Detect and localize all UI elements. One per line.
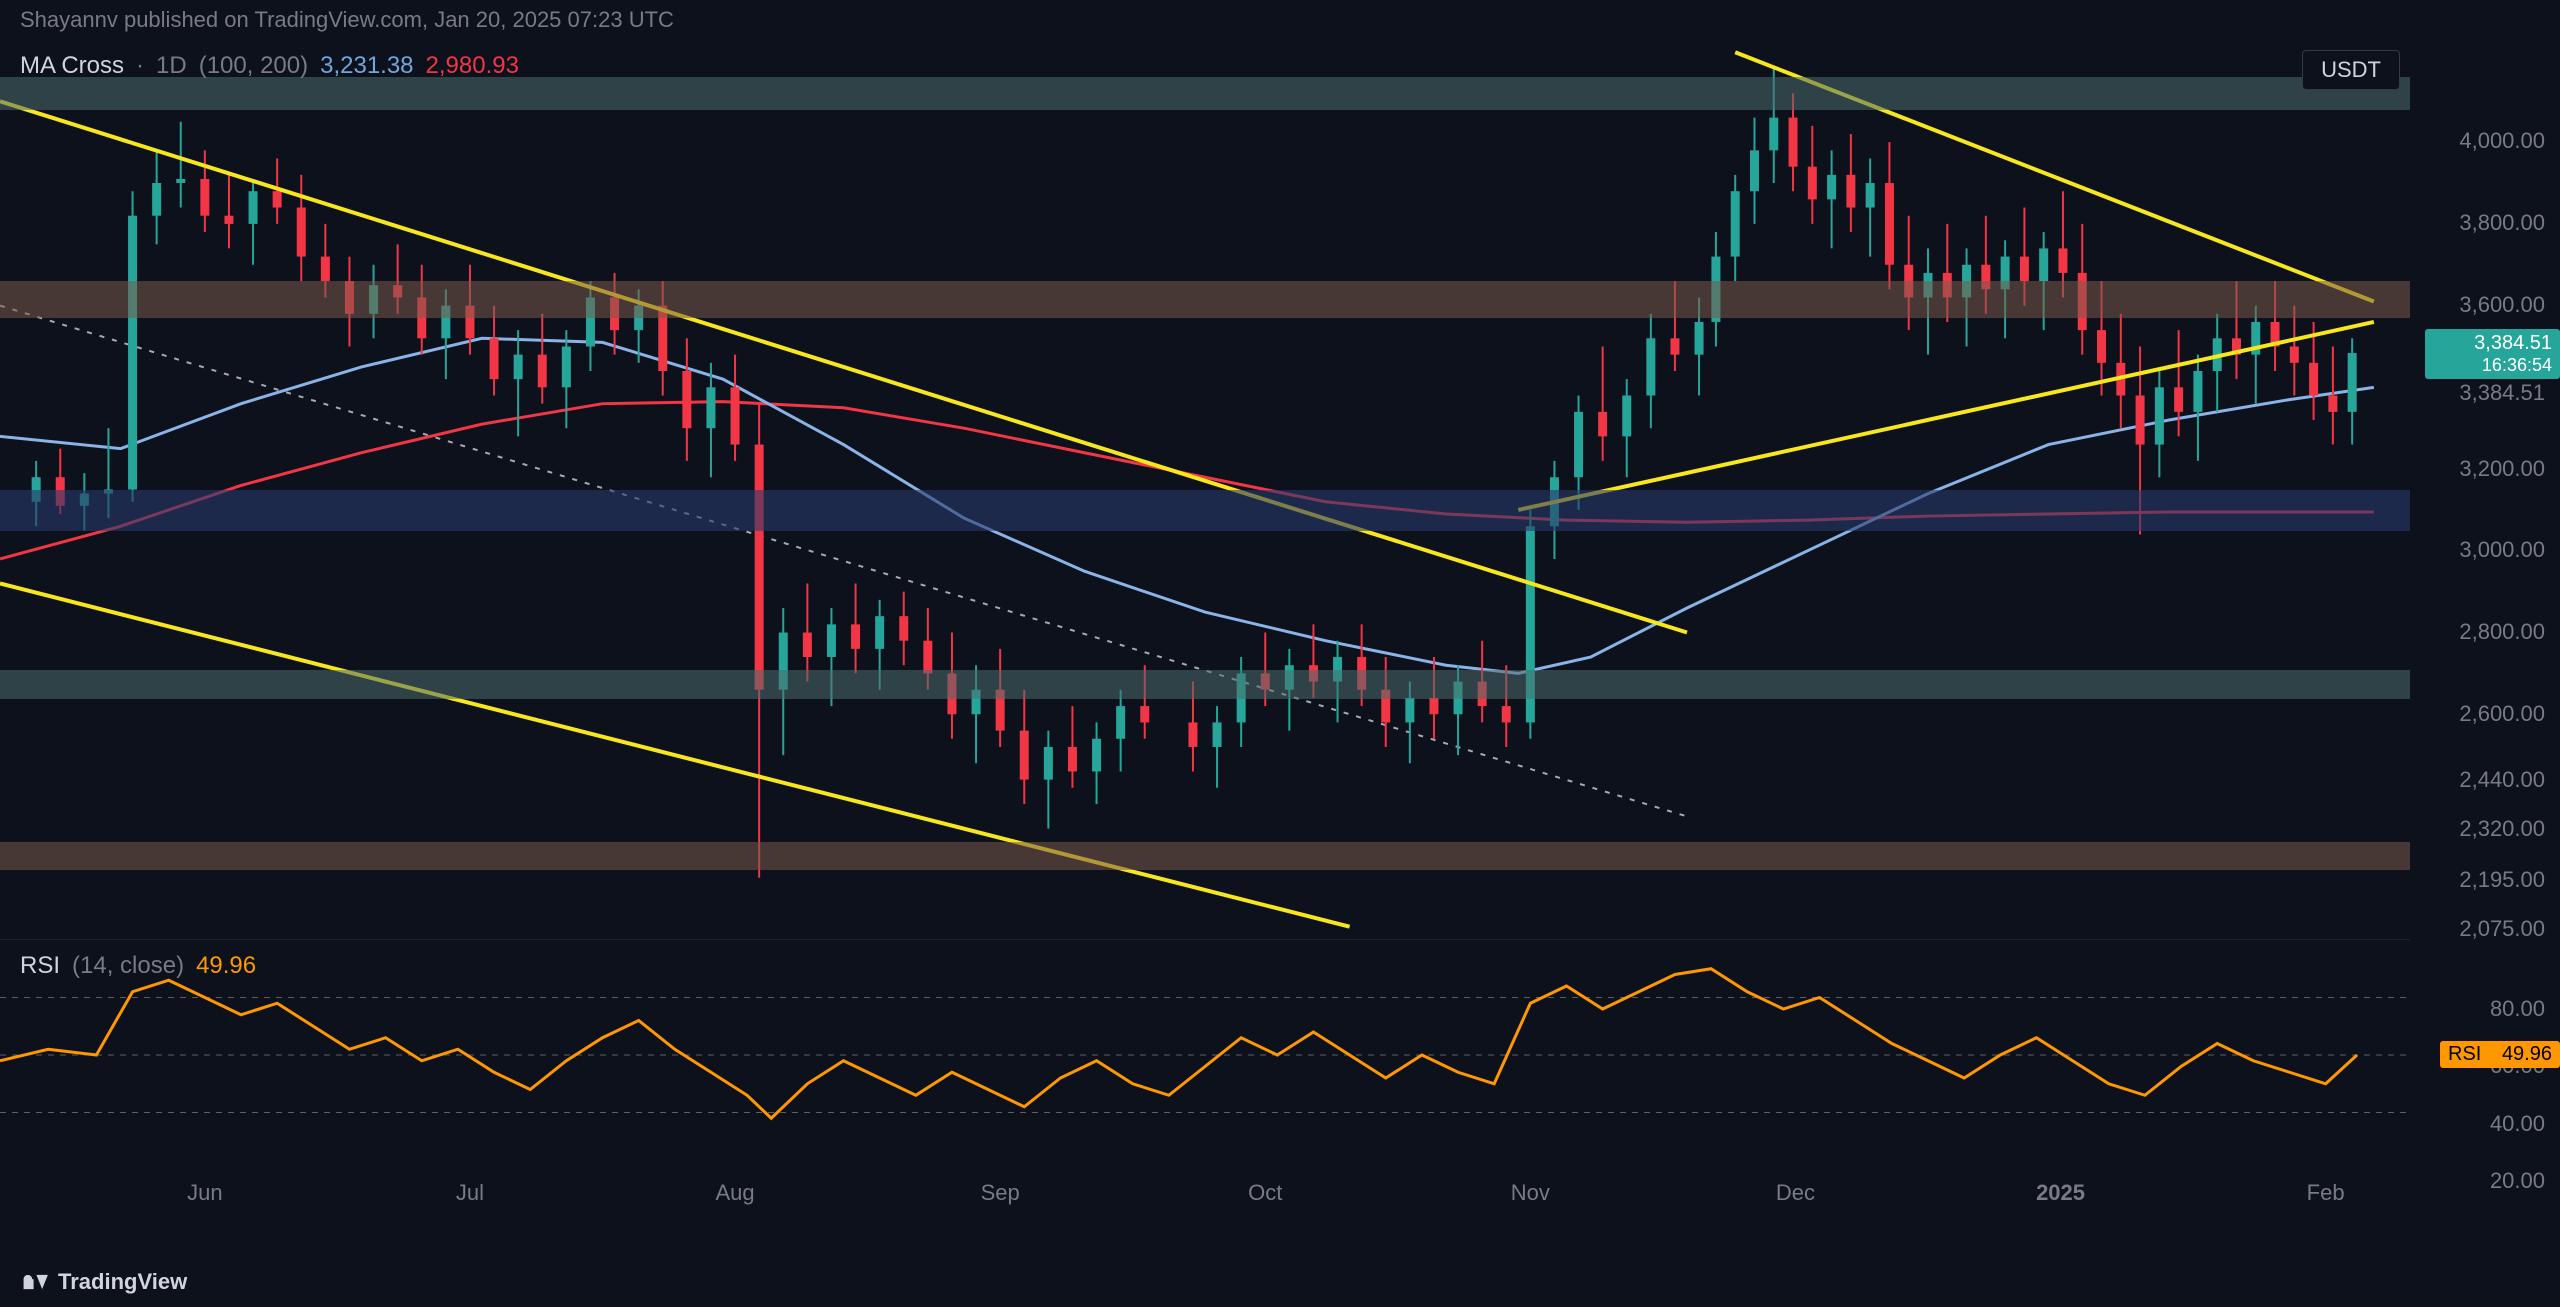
time-axis: Jun Jul Aug Sep Oct Nov Dec 2025 Feb bbox=[0, 1170, 2410, 1220]
y-axis-tick: 2,195.00 bbox=[2459, 867, 2545, 893]
rsi-value: 49.96 bbox=[196, 952, 256, 980]
support-resistance-zone bbox=[0, 77, 2410, 110]
ma-cross-label: MA Cross · 1D (100, 200) 3,231.38 2,980.… bbox=[20, 52, 519, 80]
x-axis-tick: Jun bbox=[187, 1180, 222, 1206]
y-axis-tick: 3,000.00 bbox=[2459, 537, 2545, 563]
x-axis-tick: Dec bbox=[1776, 1180, 1815, 1206]
y-axis-tick: 2,600.00 bbox=[2459, 701, 2545, 727]
rsi-y-tick: 20.00 bbox=[2490, 1168, 2545, 1194]
quote-currency-button[interactable]: USDT bbox=[2302, 50, 2400, 90]
support-resistance-zone bbox=[0, 670, 2410, 699]
price-chart-pane[interactable]: MA Cross · 1D (100, 200) 3,231.38 2,980.… bbox=[0, 40, 2410, 940]
y-axis-tick: 2,320.00 bbox=[2459, 816, 2545, 842]
current-price-badge: 3,384.51 16:36:54 bbox=[2425, 329, 2560, 379]
x-axis-tick: Nov bbox=[1511, 1180, 1550, 1206]
rsi-chart-pane[interactable]: RSI (14, close) 49.96 RSI 49.96 bbox=[0, 940, 2410, 1170]
y-axis-tick: 3,200.00 bbox=[2459, 456, 2545, 482]
y-axis-tick: 2,800.00 bbox=[2459, 619, 2545, 645]
footer-brand: TradingView bbox=[0, 1257, 2560, 1307]
x-axis-tick: Feb bbox=[2307, 1180, 2345, 1206]
support-resistance-zone bbox=[0, 490, 2410, 531]
y-axis-tick: 3,600.00 bbox=[2459, 292, 2545, 318]
rsi-current-badge: RSI 49.96 bbox=[2440, 1041, 2560, 1068]
y-axis-tick: 4,000.00 bbox=[2459, 128, 2545, 154]
publish-info: Shayannv published on TradingView.com, J… bbox=[0, 0, 2560, 40]
x-axis-tick: Sep bbox=[981, 1180, 1020, 1206]
support-resistance-zone bbox=[0, 281, 2410, 318]
price-y-axis: 4,000.00 3,800.00 3,600.00 3,384.51 3,200.00… bbox=[2410, 40, 2560, 1257]
x-axis-tick: Jul bbox=[456, 1180, 484, 1206]
x-axis-tick: Aug bbox=[715, 1180, 754, 1206]
ma200-value: 2,980.93 bbox=[426, 52, 519, 80]
y-axis-tick: 2,440.00 bbox=[2459, 767, 2545, 793]
support-resistance-zone bbox=[0, 842, 2410, 871]
rsi-label: RSI (14, close) 49.96 bbox=[20, 952, 256, 980]
x-axis-tick: Oct bbox=[1248, 1180, 1282, 1206]
ma100-value: 3,231.38 bbox=[320, 52, 413, 80]
rsi-y-tick: 40.00 bbox=[2490, 1111, 2545, 1137]
y-axis-tick: 2,075.00 bbox=[2459, 916, 2545, 942]
rsi-y-tick: 80.00 bbox=[2490, 996, 2545, 1022]
x-axis-tick: 2025 bbox=[2036, 1180, 2085, 1206]
tradingview-logo-icon bbox=[20, 1272, 50, 1292]
y-axis-tick: 3,384.51 bbox=[2459, 380, 2545, 406]
y-axis-tick: 3,800.00 bbox=[2459, 210, 2545, 236]
